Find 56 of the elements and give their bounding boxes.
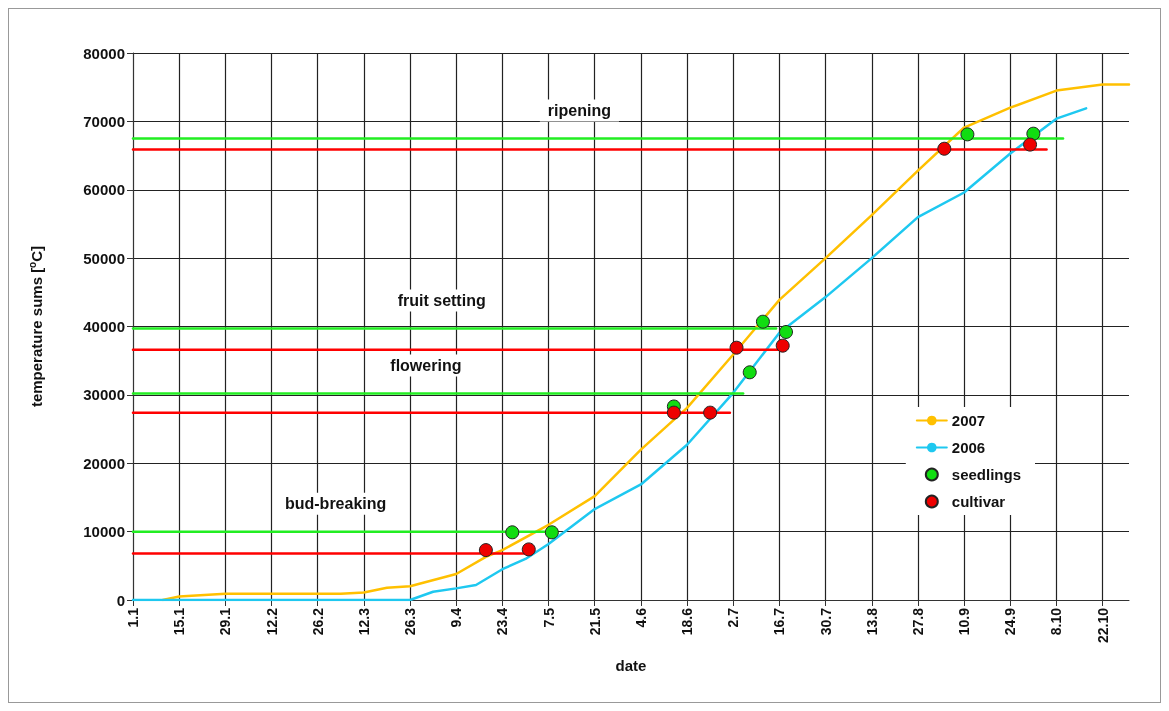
legend-label: 2007 bbox=[951, 412, 986, 429]
point bbox=[755, 314, 770, 329]
point bbox=[703, 405, 718, 420]
x-tick-label: 30.7 bbox=[817, 607, 834, 636]
x-tick-label: 12.3 bbox=[355, 607, 372, 636]
y-tick-label: 0 bbox=[116, 591, 125, 609]
point bbox=[521, 542, 536, 557]
x-tick-label: 8.10 bbox=[1048, 607, 1065, 636]
x-axis-title: date bbox=[615, 657, 647, 674]
x-tick-label: 4.6 bbox=[632, 607, 649, 628]
y-tick-label: 50000 bbox=[83, 249, 125, 267]
point bbox=[775, 338, 790, 353]
x-tick-label: 27.8 bbox=[909, 607, 926, 636]
legend-label: cultivar bbox=[951, 493, 1006, 510]
y-tick-label: 40000 bbox=[83, 318, 125, 335]
x-tick-label: 7.5 bbox=[540, 607, 557, 628]
x-tick-label: 1.1 bbox=[125, 607, 141, 628]
point bbox=[779, 324, 794, 339]
point bbox=[1026, 126, 1041, 141]
annotation: flowering bbox=[390, 357, 462, 375]
annotation: ripening bbox=[547, 101, 611, 119]
y-axis-title: temperature sums [oC] bbox=[26, 245, 45, 408]
y-tick-label: 20000 bbox=[83, 454, 125, 472]
x-tick-label: 15.1 bbox=[171, 607, 188, 636]
y-tick-label: 30000 bbox=[83, 386, 125, 404]
point bbox=[478, 543, 493, 558]
y-tick-label: 70000 bbox=[83, 112, 125, 130]
x-tick-label: 26.2 bbox=[309, 607, 326, 636]
x-tick-label: 12.2 bbox=[263, 607, 280, 636]
x-tick-label: 2.7 bbox=[725, 607, 742, 628]
x-tick-label: 10.9 bbox=[956, 607, 973, 636]
point bbox=[960, 127, 975, 142]
x-tick-label: 16.7 bbox=[771, 607, 788, 636]
x-tick-label: 18.6 bbox=[679, 607, 696, 636]
x-tick-label: 9.4 bbox=[448, 607, 465, 628]
y-tick-label: 80000 bbox=[83, 44, 125, 62]
legend-label: seedlings bbox=[951, 466, 1022, 483]
y-tick-label: 60000 bbox=[83, 181, 125, 199]
point bbox=[666, 405, 681, 420]
annotation: fruit setting bbox=[397, 292, 486, 310]
x-tick-label: 22.10 bbox=[1094, 607, 1111, 644]
x-tick-label: 21.5 bbox=[586, 607, 603, 636]
x-tick-label: 23.4 bbox=[494, 607, 511, 636]
legend-label: 2006 bbox=[951, 439, 986, 456]
y-tick-label: 10000 bbox=[83, 523, 125, 541]
x-tick-label: 13.8 bbox=[863, 607, 880, 636]
point bbox=[505, 525, 520, 540]
annotation: bud-breaking bbox=[284, 495, 387, 513]
x-tick-label: 26.3 bbox=[402, 607, 419, 636]
point bbox=[742, 365, 757, 380]
point bbox=[729, 340, 744, 355]
point bbox=[1023, 137, 1038, 152]
point bbox=[544, 525, 559, 540]
point bbox=[937, 141, 952, 156]
x-tick-label: 29.1 bbox=[217, 607, 234, 636]
x-tick-label: 24.9 bbox=[1002, 607, 1019, 636]
